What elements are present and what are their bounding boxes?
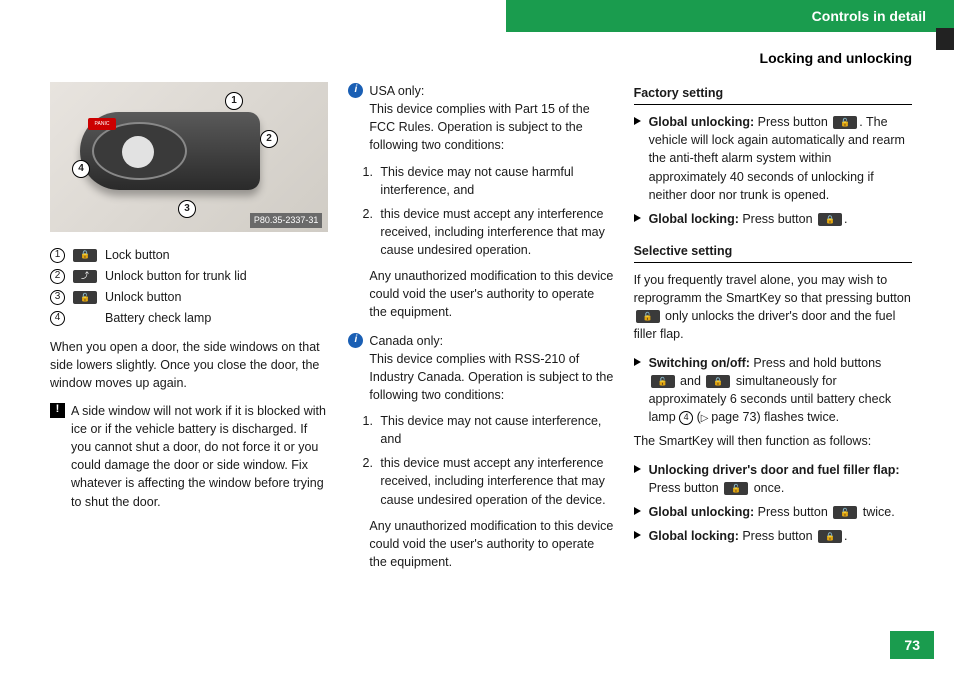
legend-label: Unlock button <box>105 288 181 306</box>
legend-num: 3 <box>50 290 65 305</box>
legend-label: Lock button <box>105 246 170 264</box>
callout-4: 4 <box>72 160 90 178</box>
lock-icon: 🔒 <box>73 249 97 262</box>
callout-3: 3 <box>178 200 196 218</box>
switch-label: Switching on/off: <box>649 356 750 370</box>
legend-label: Battery check lamp <box>105 309 211 327</box>
t: twice. <box>859 505 894 519</box>
callout-1: 1 <box>225 92 243 110</box>
page-ref: page 73) flashes twice. <box>701 410 839 424</box>
bullet-icon <box>634 507 641 515</box>
usa-conditions: This device may not cause harmful interf… <box>348 163 613 260</box>
gl2-label: Global locking: <box>649 529 739 543</box>
column-2: i USA only: This device complies with Pa… <box>348 82 613 581</box>
bullet-icon <box>634 214 641 222</box>
legend-num: 2 <box>50 269 65 284</box>
then-text: The SmartKey will then function as follo… <box>634 432 912 450</box>
bullet-icon <box>634 117 641 125</box>
unlock-icon: 🔓 <box>636 310 660 323</box>
selective-intro: If you frequently travel alone, you may … <box>634 271 912 344</box>
panic-button-label: PANIC <box>88 118 116 130</box>
t: once. <box>750 481 784 495</box>
global-lock-row: Global locking: Press button 🔒. <box>634 210 912 228</box>
driver-label: Unlocking driver's door and fuel filler … <box>649 463 900 477</box>
t: Press and hold buttons <box>750 356 881 370</box>
ref-4: 4 <box>679 411 693 425</box>
smartkey-photo: PANIC 1 2 3 4 P80.35-2337-31 <box>50 82 328 232</box>
usa-block: i USA only: This device complies with Pa… <box>348 82 613 155</box>
warning-icon: ! <box>50 403 65 418</box>
legend-label: Unlock button for trunk lid <box>105 267 247 285</box>
driver-door-row: Unlocking driver's door and fuel filler … <box>634 461 912 497</box>
legend-row: 1 🔒 Lock button <box>50 246 328 264</box>
trunk-icon: ⤴ <box>73 270 97 283</box>
t: only unlocks the driver's door and the f… <box>634 309 896 341</box>
legend-row: 3 🔓 Unlock button <box>50 288 328 306</box>
global-unlock-2-row: Global unlocking: Press button 🔓 twice. <box>634 503 912 521</box>
unlock-icon: 🔓 <box>73 291 97 304</box>
thumb-tab <box>936 28 954 50</box>
bullet-icon <box>634 465 641 473</box>
usa-cond-2: this device must accept any interference… <box>376 205 613 259</box>
t: Press button <box>739 212 816 226</box>
legend-num: 4 <box>50 311 65 326</box>
factory-setting-title: Factory setting <box>634 84 912 105</box>
chapter-header: Controls in detail <box>506 0 954 32</box>
global-unlock-label: Global unlocking: <box>649 115 755 129</box>
t: Press button <box>649 481 723 495</box>
bullet-icon <box>634 531 641 539</box>
canada-label: Canada only: <box>369 334 443 348</box>
mod-text-1: Any unauthorized modification to this de… <box>348 267 613 321</box>
photo-watermark: P80.35-2337-31 <box>250 213 323 228</box>
gu2-label: Global unlocking: <box>649 505 755 519</box>
global-unlock-row: Global unlocking: Press button 🔓. The ve… <box>634 113 912 204</box>
usa-label: USA only: <box>369 84 424 98</box>
callout-2: 2 <box>260 130 278 148</box>
usa-intro: This device complies with Part 15 of the… <box>369 102 589 152</box>
global-lock-2-row: Global locking: Press button 🔒. <box>634 527 912 545</box>
canada-conditions: This device may not cause interference, … <box>348 412 613 509</box>
canada-block: i Canada only: This device complies with… <box>348 332 613 405</box>
can-cond-2: this device must accept any interference… <box>376 454 613 508</box>
lock-icon: 🔒 <box>818 213 842 226</box>
global-lock-label: Global locking: <box>649 212 739 226</box>
page-content: PANIC 1 2 3 4 P80.35-2337-31 1 🔒 Lock bu… <box>50 82 912 581</box>
unlock-icon: 🔓 <box>724 482 748 495</box>
window-behavior-text: When you open a door, the side windows o… <box>50 338 328 392</box>
lock-icon: 🔒 <box>706 375 730 388</box>
canada-intro: This device complies with RSS-210 of Ind… <box>369 352 613 402</box>
usa-cond-1: This device may not cause harmful interf… <box>376 163 613 199</box>
selective-setting-title: Selective setting <box>634 242 912 263</box>
t: Press button <box>739 529 816 543</box>
t: and <box>677 374 705 388</box>
column-3: Factory setting Global unlocking: Press … <box>634 82 912 581</box>
unlock-icon: 🔓 <box>833 506 857 519</box>
legend-num: 1 <box>50 248 65 263</box>
section-header: Locking and unlocking <box>760 48 912 68</box>
t: Press button <box>754 115 831 129</box>
lock-icon: 🔒 <box>818 530 842 543</box>
warning-text: A side window will not work if it is blo… <box>71 402 328 511</box>
t: If you frequently travel alone, you may … <box>634 273 911 305</box>
legend: 1 🔒 Lock button 2 ⤴ Unlock button for tr… <box>50 246 328 328</box>
unlock-icon: 🔓 <box>651 375 675 388</box>
legend-row: 4 Battery check lamp <box>50 309 328 327</box>
bullet-icon <box>634 358 641 366</box>
column-1: PANIC 1 2 3 4 P80.35-2337-31 1 🔒 Lock bu… <box>50 82 328 581</box>
unlock-icon: 🔓 <box>833 116 857 129</box>
legend-row: 2 ⤴ Unlock button for trunk lid <box>50 267 328 285</box>
page-number: 73 <box>890 631 934 659</box>
t: Press button <box>754 505 831 519</box>
mod-text-2: Any unauthorized modification to this de… <box>348 517 613 571</box>
can-cond-1: This device may not cause interference, … <box>376 412 613 448</box>
switching-row: Switching on/off: Press and hold buttons… <box>634 354 912 427</box>
info-icon: i <box>348 83 363 98</box>
warning-block: ! A side window will not work if it is b… <box>50 402 328 511</box>
info-icon: i <box>348 333 363 348</box>
